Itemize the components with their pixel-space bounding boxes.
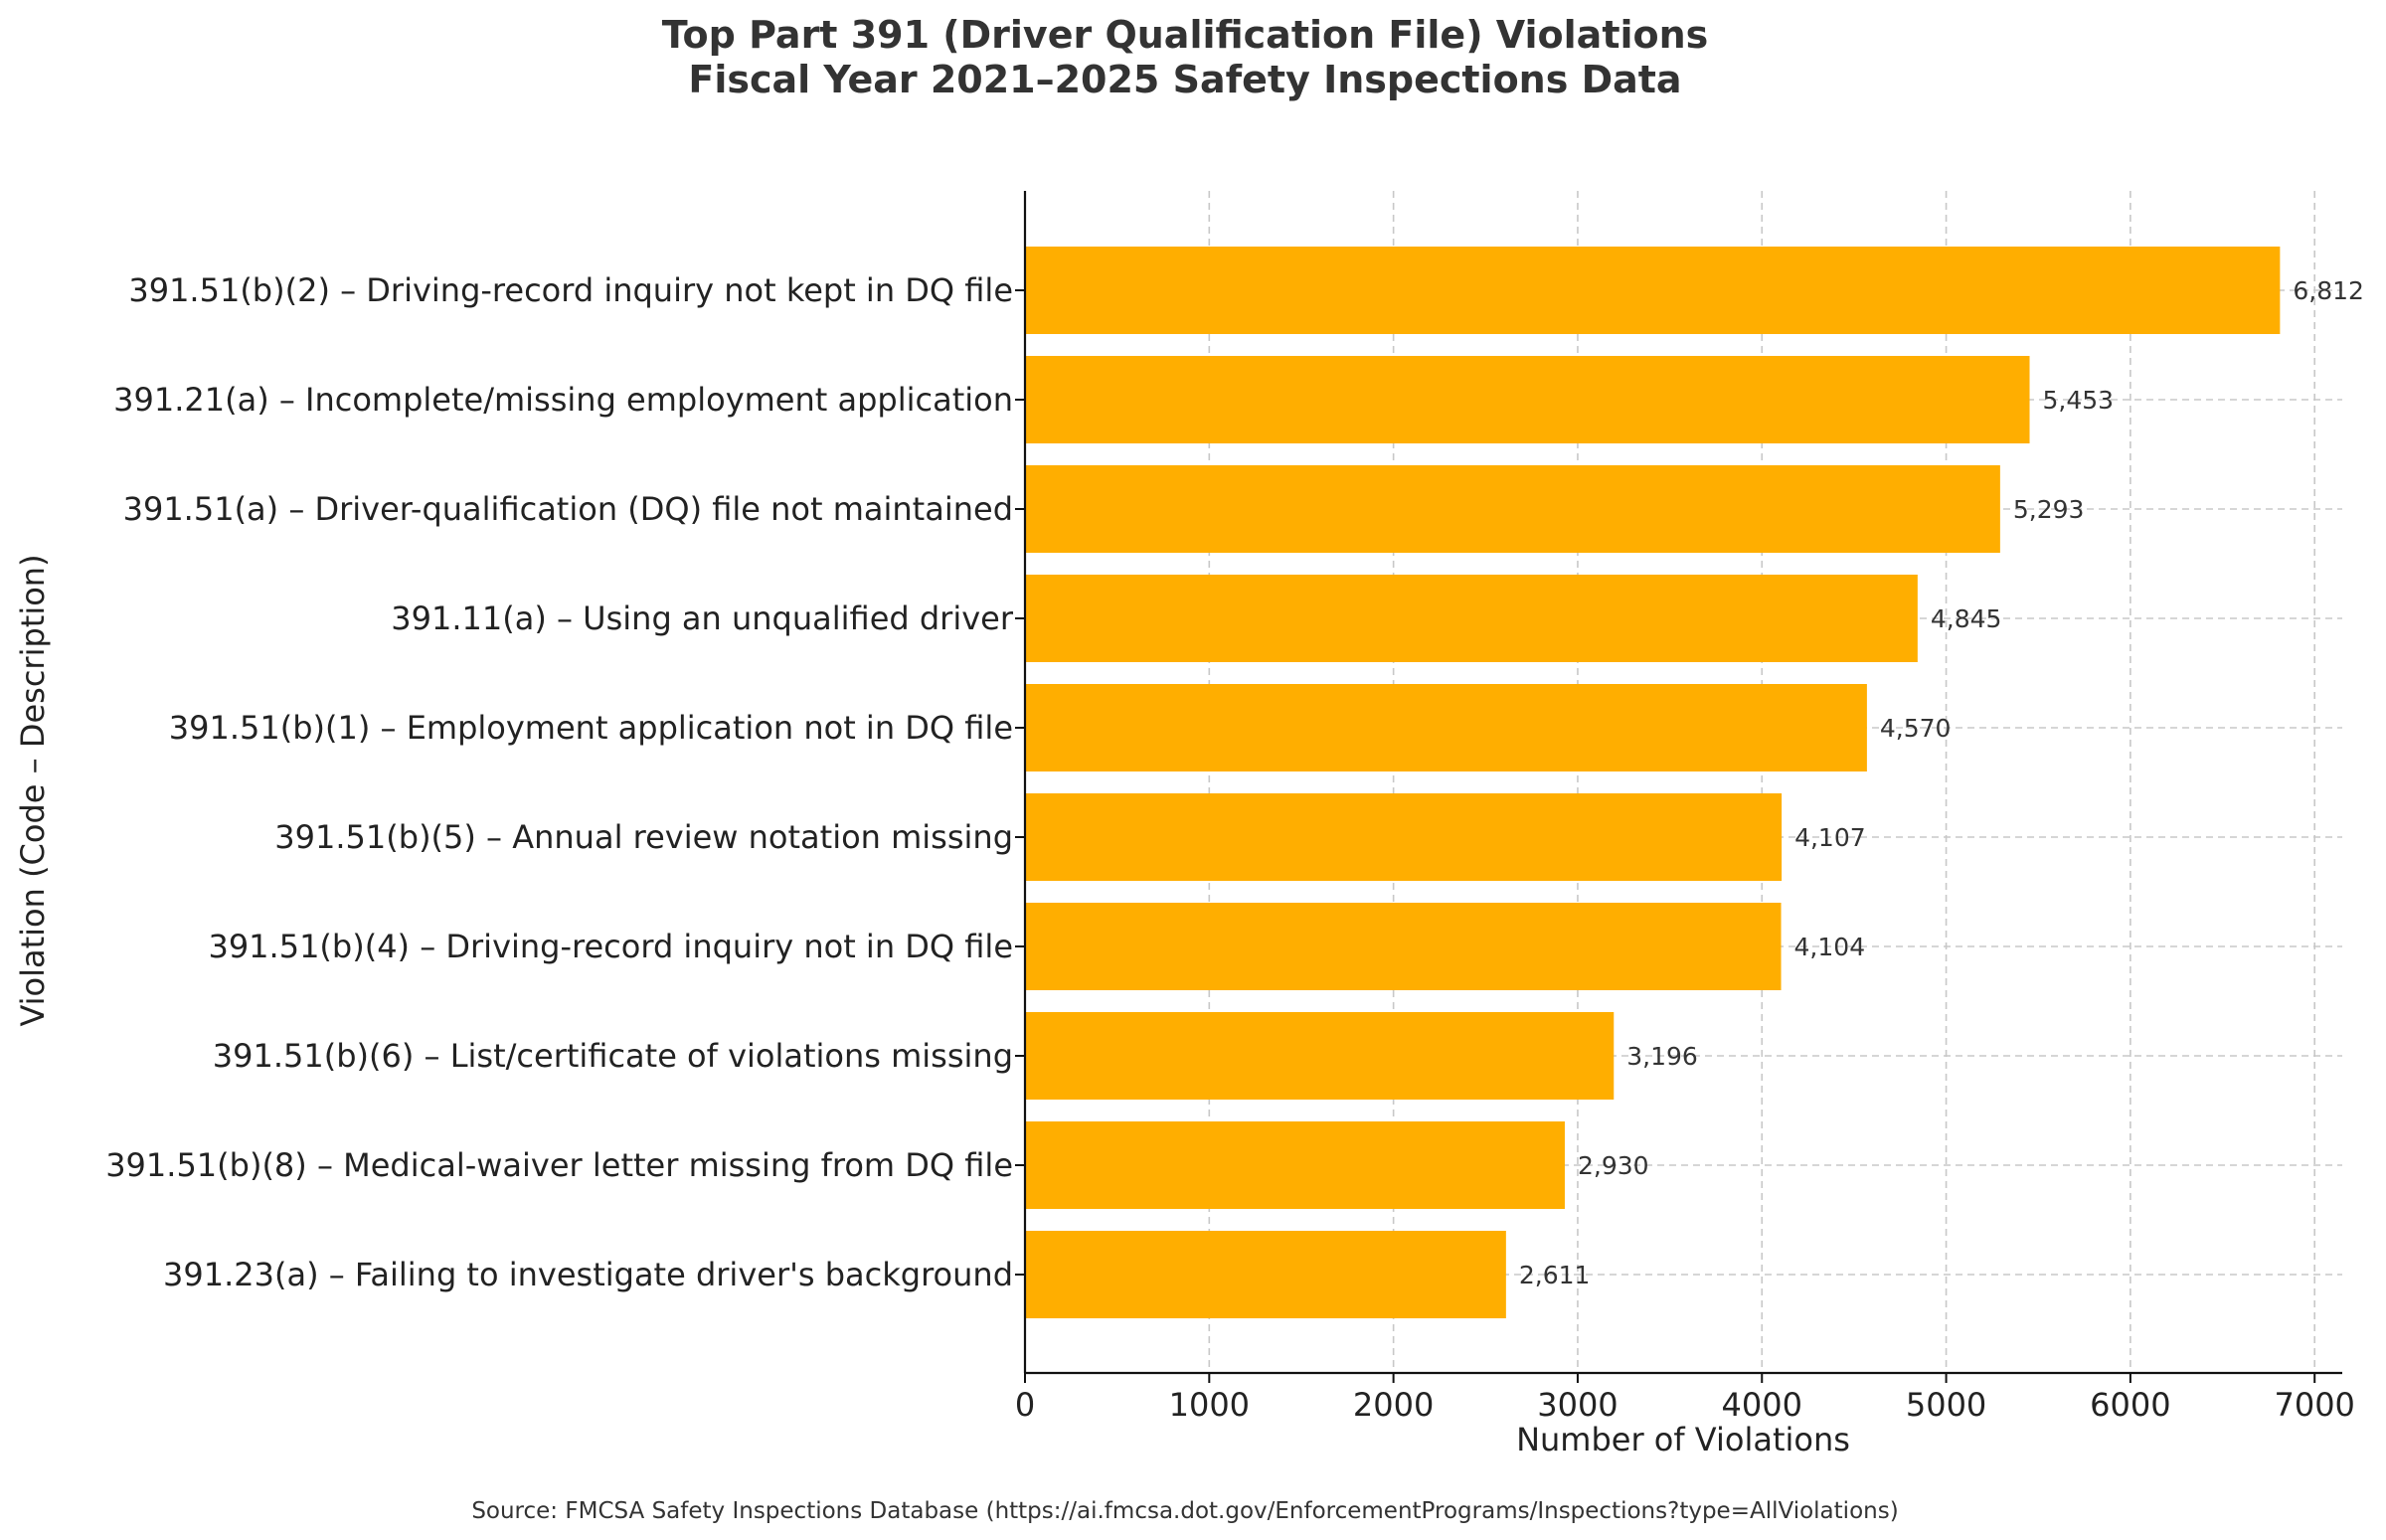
bar <box>1025 1012 1615 1100</box>
category-label: 391.21(a) – Incomplete/missing employmen… <box>113 381 1013 419</box>
category-labels: 391.51(b)(2) – Driving-record inquiry no… <box>105 271 1014 1293</box>
x-axis-ticks: 0 1000 2000 3000 4000 5000 6000 7000 <box>1015 289 2355 1424</box>
category-label: 391.23(a) – Failing to investigate drive… <box>163 1256 1013 1293</box>
category-label: 391.51(b)(1) – Employment application no… <box>169 709 1013 747</box>
chart-title: Top Part 391 (Driver Qualification File)… <box>662 13 1709 57</box>
bar <box>1025 793 1783 881</box>
bar-value-label: 4,107 <box>1794 823 1866 852</box>
bar-value-label: 5,453 <box>2043 386 2115 415</box>
bar-value-label: 2,611 <box>1519 1261 1591 1289</box>
value-labels: 6,812 5,453 5,293 4,845 4,570 4,107 4,104 3,196… <box>1519 276 2364 1289</box>
bar-value-label: 5,293 <box>2013 495 2085 524</box>
bar <box>1025 903 1782 990</box>
bar <box>1025 247 2281 334</box>
bar-value-label: 3,196 <box>1626 1042 1698 1071</box>
bar <box>1025 575 1918 662</box>
x-tick-label: 0 <box>1015 1386 1035 1424</box>
bar <box>1025 465 2000 553</box>
bar-value-label: 4,570 <box>1880 714 1952 743</box>
chart-subtitle: Fiscal Year 2021–2025 Safety Inspections… <box>688 58 1681 101</box>
bar-value-label: 6,812 <box>2293 276 2364 305</box>
bars <box>1025 247 2281 1318</box>
category-label: 391.51(b)(4) – Driving-record inquiry no… <box>208 928 1013 965</box>
bar-value-label: 4,845 <box>1931 604 2002 633</box>
y-axis-title: Violation (Code – Description) <box>14 554 52 1026</box>
category-label: 391.51(b)(5) – Annual review notation mi… <box>274 818 1013 856</box>
category-label: 391.51(b)(6) – List/certificate of viola… <box>213 1037 1013 1075</box>
category-label: 391.51(a) – Driver-qualification (DQ) fi… <box>123 490 1013 528</box>
category-label: 391.51(b)(2) – Driving-record inquiry no… <box>128 271 1013 309</box>
category-label: 391.11(a) – Using an unqualified driver <box>391 599 1014 637</box>
bar <box>1025 1121 1565 1209</box>
x-tick-label: 4000 <box>1722 1386 1802 1424</box>
source-note: Source: FMCSA Safety Inspections Databas… <box>471 1498 1898 1524</box>
bar-value-label: 4,104 <box>1794 933 1866 961</box>
x-tick-label: 6000 <box>2090 1386 2170 1424</box>
x-tick-label: 1000 <box>1169 1386 1250 1424</box>
bar <box>1025 1231 1506 1318</box>
x-tick-label: 3000 <box>1537 1386 1618 1424</box>
x-tick-label: 5000 <box>1906 1386 1986 1424</box>
x-tick-label: 7000 <box>2274 1386 2354 1424</box>
bar <box>1025 356 2030 443</box>
bar <box>1025 684 1867 771</box>
x-axis-title: Number of Violations <box>1516 1421 1850 1458</box>
category-label: 391.51(b)(8) – Medical-waiver letter mis… <box>105 1146 1013 1184</box>
x-tick-label: 2000 <box>1353 1386 1434 1424</box>
bar-value-label: 2,930 <box>1578 1151 1649 1180</box>
